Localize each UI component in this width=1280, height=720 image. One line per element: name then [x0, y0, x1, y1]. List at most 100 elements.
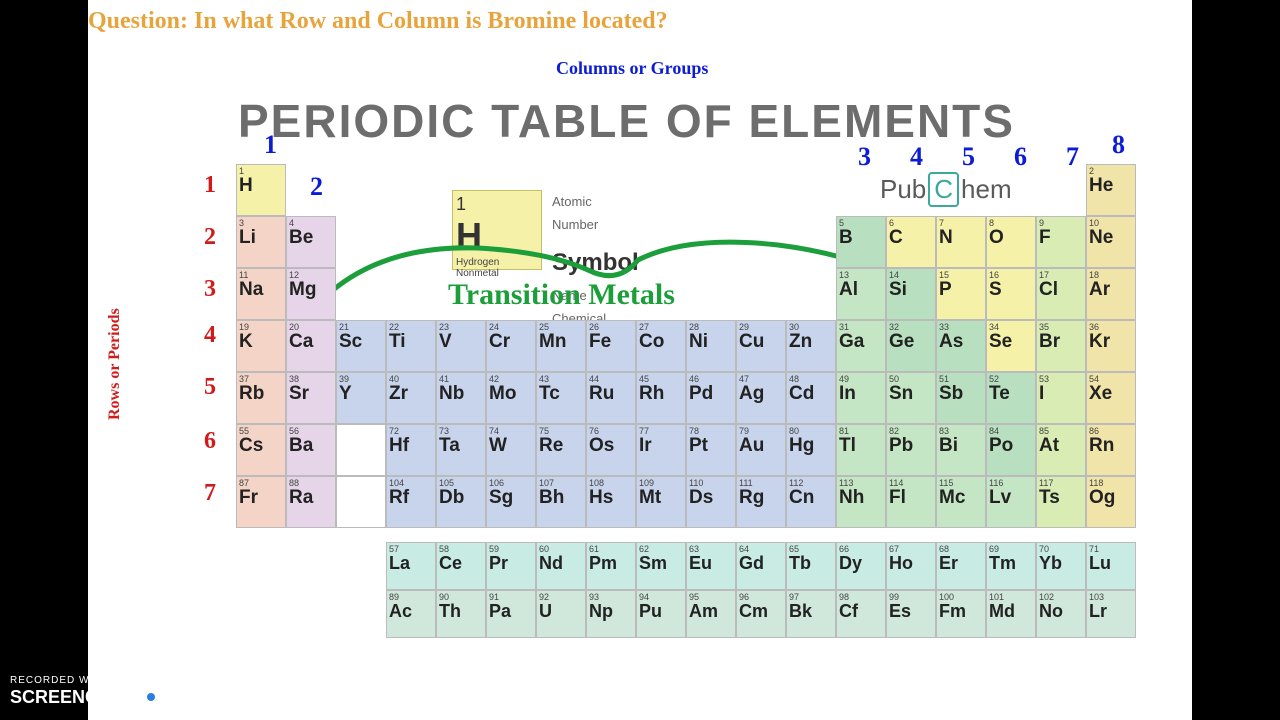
columns-label: Columns or Groups	[556, 58, 708, 79]
element-Ra: 88Ra	[286, 476, 336, 528]
element-Og: 118Og	[1086, 476, 1136, 528]
element-Al: 13Al	[836, 268, 886, 320]
element-Re: 75Re	[536, 424, 586, 476]
row-number: 1	[204, 172, 216, 199]
pubchem-logo: PubChem	[880, 172, 1012, 207]
element-Rb: 37Rb	[236, 372, 286, 424]
element-Ca: 20Ca	[286, 320, 336, 372]
transition-label: Transition Metals	[448, 278, 675, 312]
element-Na: 11Na	[236, 268, 286, 320]
target-icon	[140, 686, 162, 708]
element-Tl: 81Tl	[836, 424, 886, 476]
element-K: 19K	[236, 320, 286, 372]
element-Cn: 112Cn	[786, 476, 836, 528]
element-Fe: 26Fe	[586, 320, 636, 372]
col-number: 1	[264, 130, 277, 160]
element-Nb: 41Nb	[436, 372, 486, 424]
element-Sg: 106Sg	[486, 476, 536, 528]
element-Xe: 54Xe	[1086, 372, 1136, 424]
element-Am: 95Am	[686, 590, 736, 638]
element-Nd: 60Nd	[536, 542, 586, 590]
element-Co: 27Co	[636, 320, 686, 372]
col-number: 4	[910, 142, 923, 172]
element-Cr: 24Cr	[486, 320, 536, 372]
element-Pu: 94Pu	[636, 590, 686, 638]
element-Br: 35Br	[1036, 320, 1086, 372]
element-Eu: 63Eu	[686, 542, 736, 590]
element-F: 9F	[1036, 216, 1086, 268]
element-Cs: 55Cs	[236, 424, 286, 476]
element-Ag: 47Ag	[736, 372, 786, 424]
element-Cf: 98Cf	[836, 590, 886, 638]
element-He: 2He	[1086, 164, 1136, 216]
element-Mg: 12Mg	[286, 268, 336, 320]
element-Fm: 100Fm	[936, 590, 986, 638]
element-N: 7N	[936, 216, 986, 268]
element-Zr: 40Zr	[386, 372, 436, 424]
element-Sb: 51Sb	[936, 372, 986, 424]
element-Se: 34Se	[986, 320, 1036, 372]
element-Sn: 50Sn	[886, 372, 936, 424]
element-Pa: 91Pa	[486, 590, 536, 638]
element-Cl: 17Cl	[1036, 268, 1086, 320]
element-Er: 68Er	[936, 542, 986, 590]
element-Rn: 86Rn	[1086, 424, 1136, 476]
element-U: 92U	[536, 590, 586, 638]
element-Md: 101Md	[986, 590, 1036, 638]
row-number: 2	[204, 224, 216, 251]
row-number: 5	[204, 374, 216, 401]
col-number: 2	[310, 172, 323, 202]
element-Tb: 65Tb	[786, 542, 836, 590]
element-As: 33As	[936, 320, 986, 372]
element-Kr: 36Kr	[1086, 320, 1136, 372]
element-Mc: 115Mc	[936, 476, 986, 528]
row-number: 6	[204, 428, 216, 455]
element-Pm: 61Pm	[586, 542, 636, 590]
element-Mt: 109Mt	[636, 476, 686, 528]
element-Ba: 56Ba	[286, 424, 336, 476]
element-Ce: 58Ce	[436, 542, 486, 590]
col-number: 3	[858, 142, 871, 172]
element-Sc: 21Sc	[336, 320, 386, 372]
element-Ni: 28Ni	[686, 320, 736, 372]
element-V: 23V	[436, 320, 486, 372]
element-Mo: 42Mo	[486, 372, 536, 424]
element-Nh: 113Nh	[836, 476, 886, 528]
row-number: 3	[204, 276, 216, 303]
element-Ac: 89Ac	[386, 590, 436, 638]
element-In: 49In	[836, 372, 886, 424]
element-O: 8O	[986, 216, 1036, 268]
element-Gd: 64Gd	[736, 542, 786, 590]
rows-label: Rows or Periods	[106, 308, 124, 420]
element-Bi: 83Bi	[936, 424, 986, 476]
element-Ir: 77Ir	[636, 424, 686, 476]
element-Th: 90Th	[436, 590, 486, 638]
element-S: 16S	[986, 268, 1036, 320]
col-number: 7	[1066, 142, 1079, 172]
element-W: 74W	[486, 424, 536, 476]
element-Rg: 111Rg	[736, 476, 786, 528]
element-Sr: 38Sr	[286, 372, 336, 424]
row-number: 7	[204, 480, 216, 507]
element-At: 85At	[1036, 424, 1086, 476]
element-Cu: 29Cu	[736, 320, 786, 372]
element-B: 5B	[836, 216, 886, 268]
element-	[336, 424, 386, 476]
element-Be: 4Be	[286, 216, 336, 268]
element-Li: 3Li	[236, 216, 286, 268]
element-La: 57La	[386, 542, 436, 590]
element-Es: 99Es	[886, 590, 936, 638]
element-Pr: 59Pr	[486, 542, 536, 590]
element-C: 6C	[886, 216, 936, 268]
element-Dy: 66Dy	[836, 542, 886, 590]
element-Np: 93Np	[586, 590, 636, 638]
element-Ds: 110Ds	[686, 476, 736, 528]
element-Bh: 107Bh	[536, 476, 586, 528]
element-Te: 52Te	[986, 372, 1036, 424]
element-H: 1H	[236, 164, 286, 216]
content-area: Question: In what Row and Column is Brom…	[88, 0, 1192, 720]
element-Ge: 32Ge	[886, 320, 936, 372]
table-title: PERIODIC TABLE OF ELEMENTS	[238, 94, 1015, 148]
col-number: 6	[1014, 142, 1027, 172]
element-Po: 84Po	[986, 424, 1036, 476]
